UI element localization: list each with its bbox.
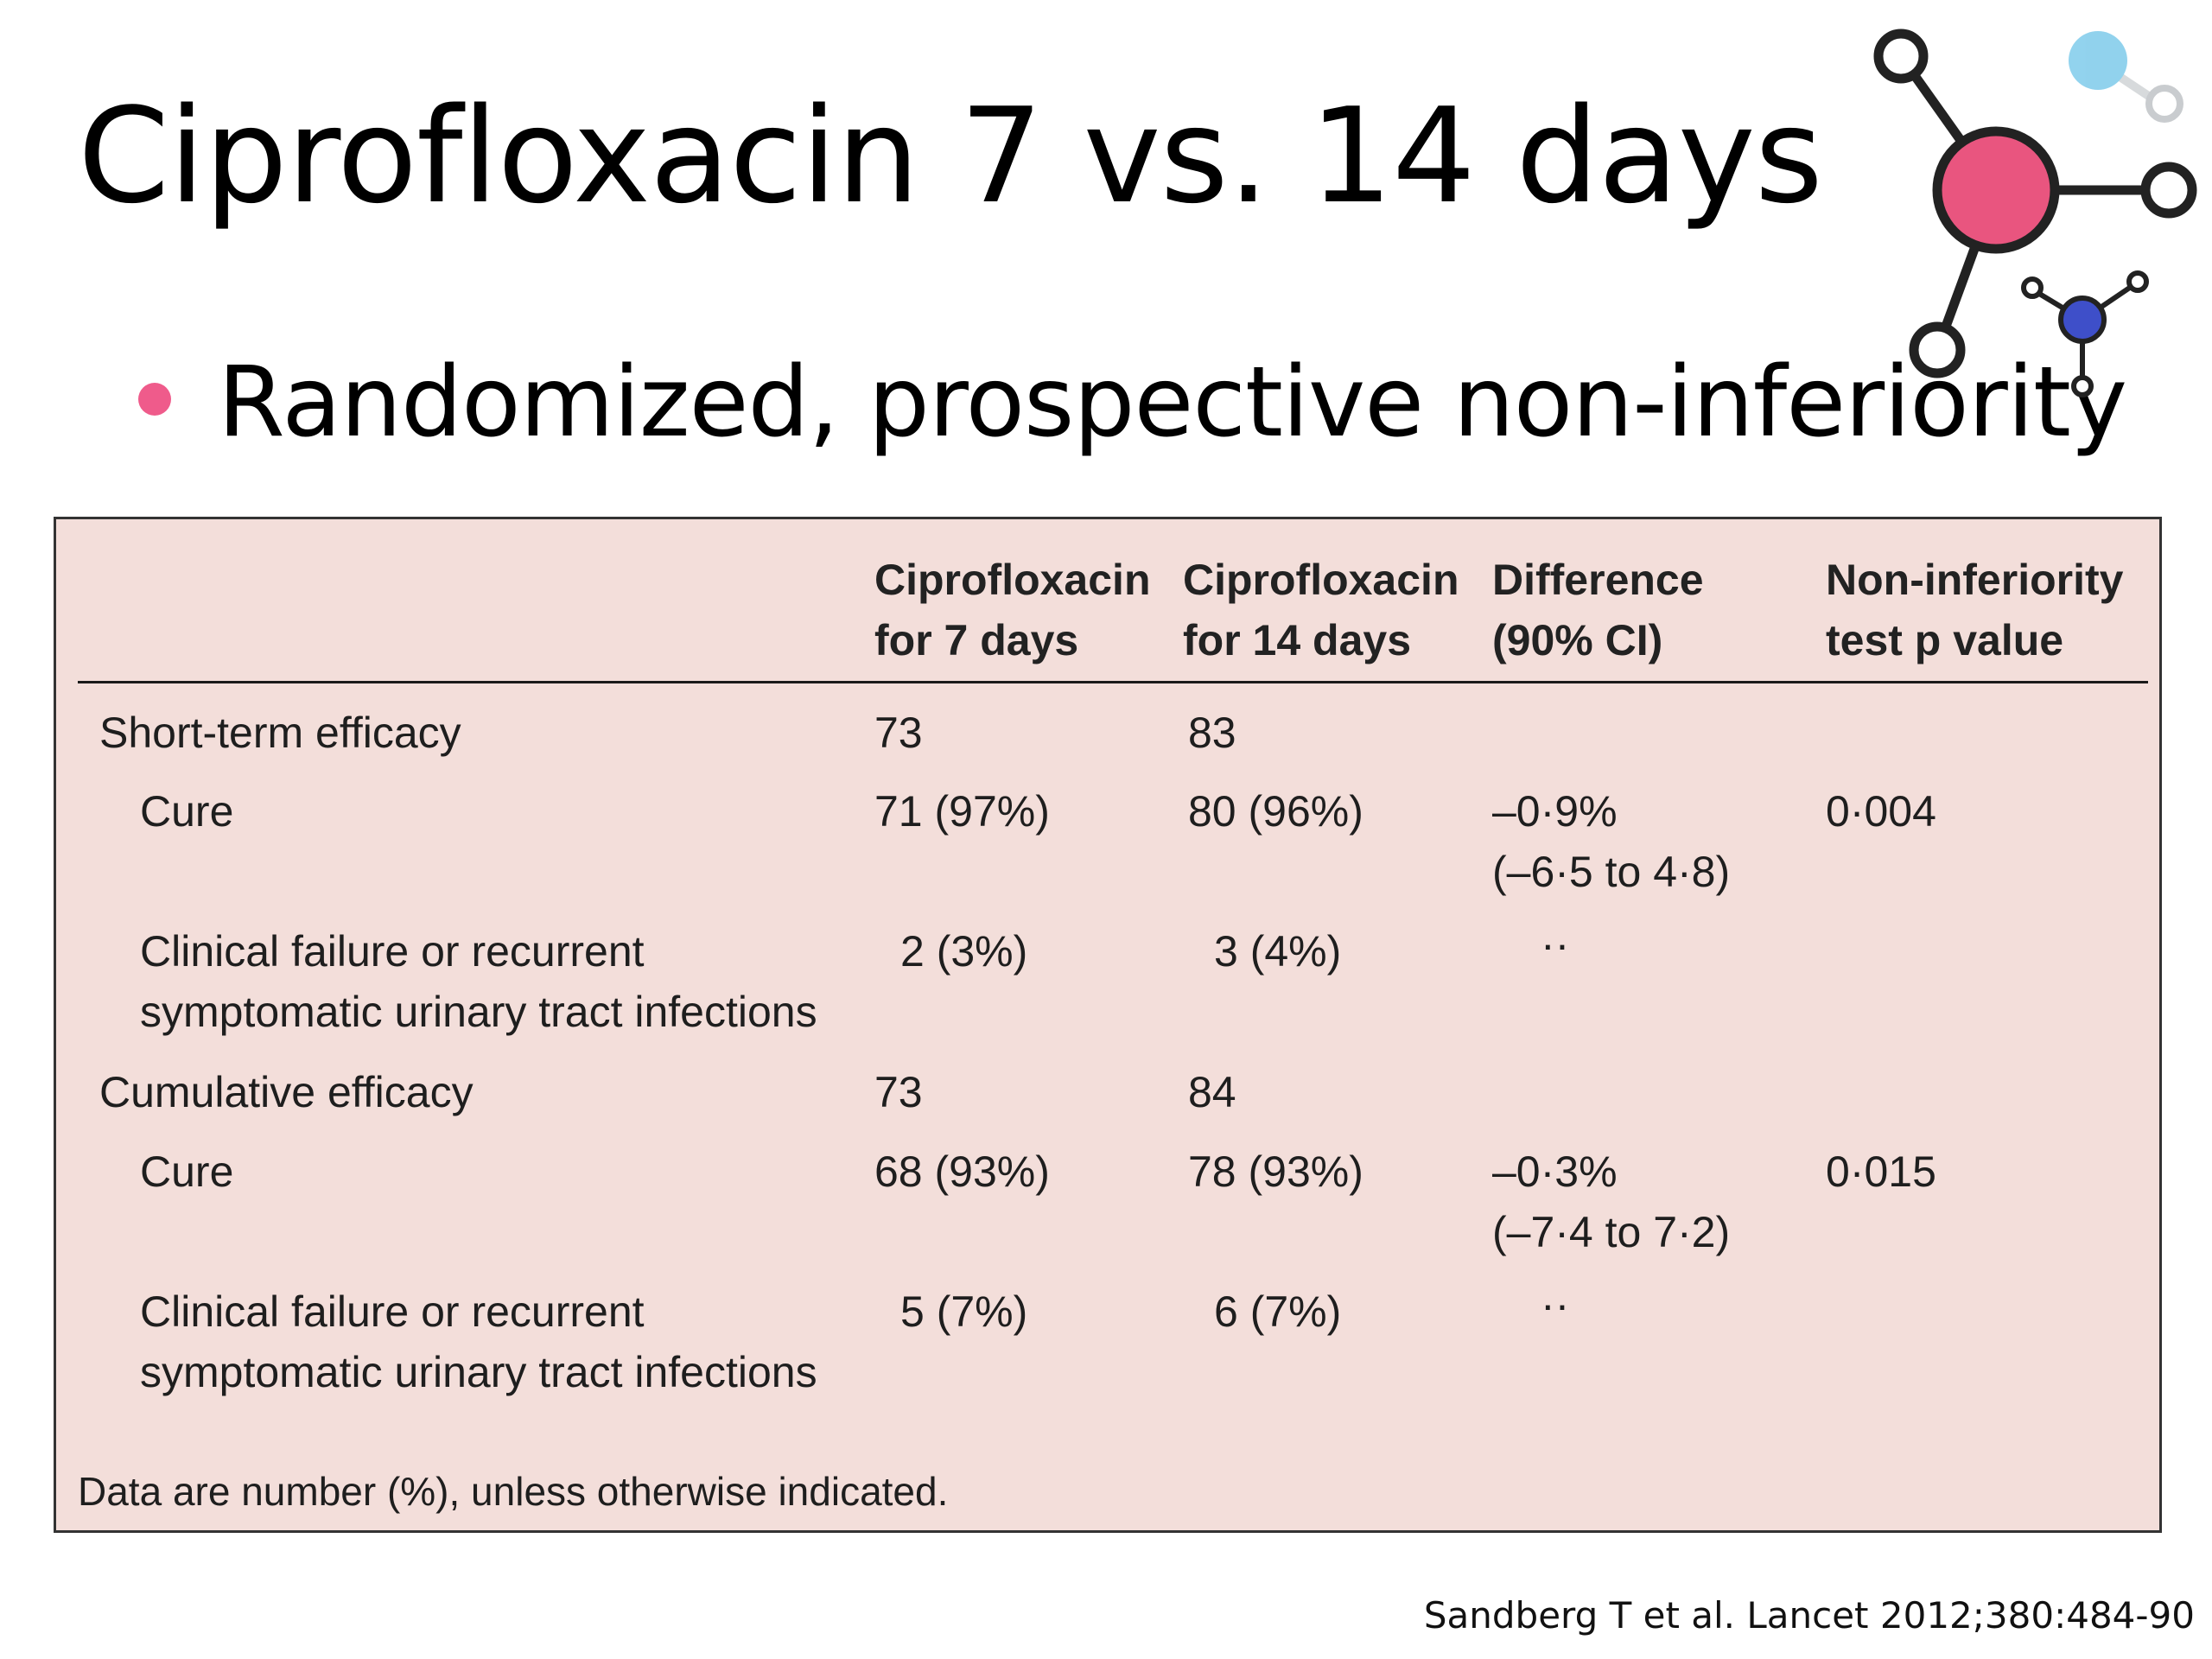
cipro-7-value: 68 (93%) <box>874 1147 1050 1196</box>
table-footnote: Data are number (%), unless otherwise in… <box>78 1469 949 1514</box>
header-cipro-14-line2: for 14 days <box>1183 616 1412 664</box>
p-value: 0·004 <box>1826 787 1936 836</box>
header-cipro-7-line1: Ciprofloxacin <box>874 556 1151 604</box>
cipro-14-value: 6 (7%) <box>1214 1287 1342 1336</box>
row-label: Cure <box>140 1147 234 1196</box>
difference-value: –0·9% (–6·5 to 4·8) <box>1492 781 1730 902</box>
difference-estimate: –0·3% <box>1492 1147 1618 1196</box>
difference-estimate: –0·9% <box>1492 787 1618 836</box>
row-label-line2: symptomatic urinary tract infections <box>140 988 817 1036</box>
citation: Sandberg T et al. Lancet 2012;380:484-90 <box>1423 1594 2195 1637</box>
header-difference-line2: (90% CI) <box>1492 616 1663 664</box>
results-table: Ciprofloxacin for 7 days Ciprofloxacin f… <box>54 517 2162 1533</box>
difference-ci: (–7·4 to 7·2) <box>1492 1208 1731 1256</box>
bullet-dot-icon <box>138 383 171 416</box>
row-label-line1: Clinical failure or recurrent <box>140 927 645 976</box>
header-difference-line1: Difference <box>1492 556 1704 604</box>
row-label-line1: Clinical failure or recurrent <box>140 1287 645 1336</box>
cipro-14-value: 80 (96%) <box>1188 787 1363 836</box>
header-cipro-7: Ciprofloxacin for 7 days <box>874 550 1150 671</box>
bullet-text: Randomized, prospective non-inferiority <box>218 346 2127 459</box>
cipro-7-value: 2 (3%) <box>900 927 1028 976</box>
row-label-line2: symptomatic urinary tract infections <box>140 1348 817 1396</box>
row-label: Cumulative efficacy <box>99 1068 474 1116</box>
cipro-7-value: 73 <box>874 1068 923 1116</box>
header-cipro-14: Ciprofloxacin for 14 days <box>1183 550 1459 671</box>
cipro-14-value: 78 (93%) <box>1188 1147 1363 1196</box>
header-p-value-line1: Non-inferiority <box>1826 556 2124 604</box>
header-p-value-line2: test p value <box>1826 616 2064 664</box>
row-label: Cure <box>140 787 234 836</box>
cipro-7-value: 5 (7%) <box>900 1287 1028 1336</box>
p-value: 0·015 <box>1826 1147 1936 1196</box>
row-label: Clinical failure or recurrent symptomati… <box>140 921 817 1042</box>
cipro-14-value: 3 (4%) <box>1214 927 1342 976</box>
difference-value: ·· <box>1541 1281 1570 1329</box>
cipro-7-value: 71 (97%) <box>874 787 1050 836</box>
header-cipro-7-line2: for 7 days <box>874 616 1079 664</box>
header-divider <box>78 681 2148 683</box>
cipro-14-value: 84 <box>1188 1068 1236 1116</box>
row-label: Short-term efficacy <box>99 709 461 757</box>
difference-ci: (–6·5 to 4·8) <box>1492 848 1731 896</box>
cipro-7-value: 73 <box>874 709 923 757</box>
row-label: Clinical failure or recurrent symptomati… <box>140 1281 817 1402</box>
molecule-icon <box>1873 29 2197 397</box>
difference-value: ·· <box>1541 920 1570 969</box>
slide-title: Ciprofloxacin 7 vs. 14 days <box>78 79 1823 232</box>
header-difference: Difference (90% CI) <box>1492 550 1704 671</box>
header-cipro-14-line1: Ciprofloxacin <box>1183 556 1459 604</box>
header-p-value: Non-inferiority test p value <box>1826 550 2123 671</box>
cipro-14-value: 83 <box>1188 709 1236 757</box>
difference-value: –0·3% (–7·4 to 7·2) <box>1492 1141 1730 1262</box>
